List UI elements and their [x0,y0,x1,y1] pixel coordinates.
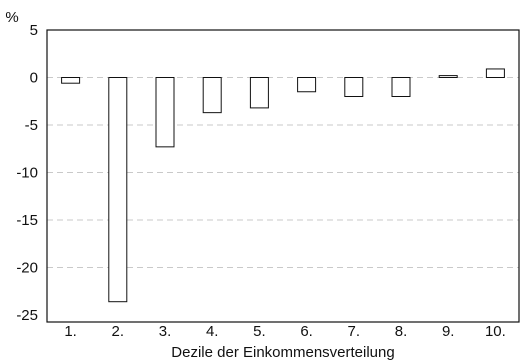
x-tick-label: 10. [485,323,506,340]
x-tick-label: 9. [442,323,455,340]
x-tick-label: 7. [348,323,361,340]
y-tick-label: 5 [30,22,38,39]
y-tick-label: -25 [16,307,38,324]
bar-decile-6 [297,77,317,93]
bar-decile-9 [438,75,458,78]
y-tick-label: -5 [25,117,38,134]
x-tick-label: 8. [395,323,408,340]
y-tick-label: -15 [16,212,38,229]
bar-decile-5 [249,77,269,109]
y-tick-label: 0 [30,70,38,87]
plot-frame [46,29,520,323]
x-tick-label: 1. [64,323,77,340]
y-axis-ticks: 5 0 -5 -10 -15 -20 -25 [16,22,38,324]
bar-decile-4 [202,77,222,114]
bar-decile-7 [344,77,364,97]
x-tick-label: 4. [206,323,219,340]
x-axis-ticks: 1. 2. 3. 4. 5. 6. 7. 8. 9. 10. [64,323,505,340]
bar-decile-2 [108,77,128,303]
x-tick-label: 5. [253,323,266,340]
x-tick-label: 2. [112,323,125,340]
y-tick-label: -10 [16,165,38,182]
bars [61,68,505,303]
bar-decile-3 [155,77,175,148]
y-axis-unit-label: % [5,9,18,26]
bar-decile-10 [485,68,505,78]
x-tick-label: 6. [300,323,313,340]
x-tick-label: 3. [159,323,172,340]
x-axis-title: Dezile der Einkommensverteilung [171,344,394,361]
bar-decile-8 [391,77,411,97]
y-tick-label: -20 [16,260,38,277]
bar-decile-1 [61,77,81,84]
